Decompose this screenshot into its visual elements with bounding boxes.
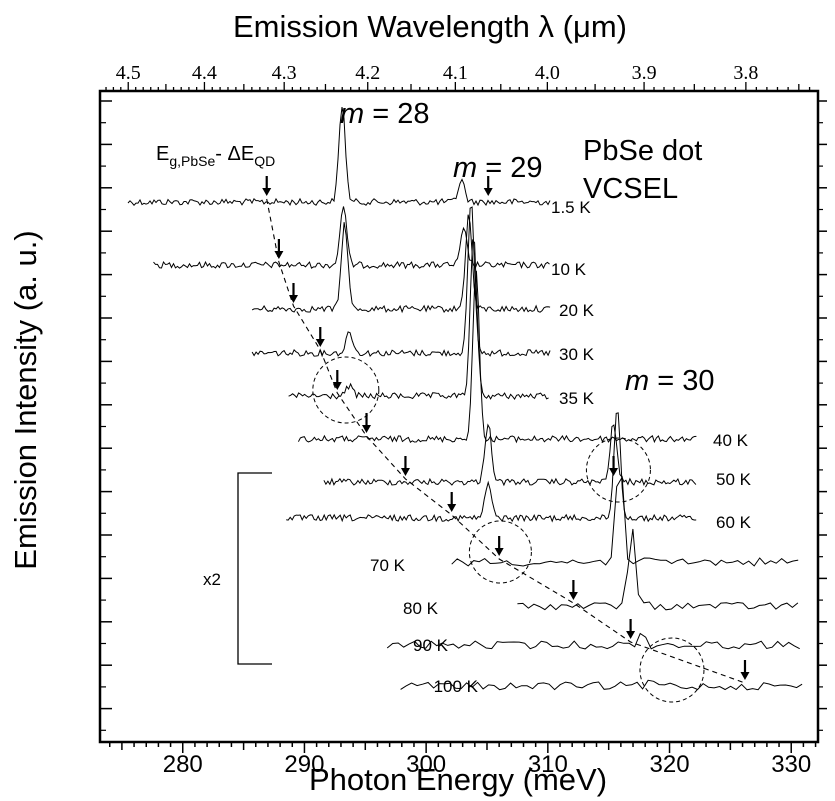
spectrum-20K (251, 214, 551, 314)
sample-label-line1: PbSe dot (583, 135, 702, 167)
mode-29-label: m = 29 (453, 152, 542, 184)
bandgap-arrow-head (288, 295, 298, 303)
series-label: 60 K (716, 513, 752, 532)
top-tick-label: 4.4 (192, 62, 217, 84)
axis-ticks (100, 82, 827, 753)
plot-frame (98, 89, 820, 744)
mode-arrow-head (609, 468, 619, 476)
series-label: 35 K (559, 389, 595, 408)
top-tick-label: 4.3 (272, 62, 297, 84)
bandgap-arrow-head (315, 339, 325, 347)
mode-30-label: m = 30 (625, 365, 714, 397)
series-label: 100 K (434, 677, 479, 696)
spectrum-30K (251, 206, 551, 358)
bandgap-arrow-head (447, 504, 457, 512)
x-axis-title: Photon Energy (meV) (309, 762, 607, 797)
x-tick-label: 290 (284, 751, 324, 778)
dashed-circle (639, 637, 705, 703)
dashed-circle (585, 437, 651, 503)
bandgap-markers (262, 176, 750, 684)
bandgap-arrow-head (332, 382, 342, 390)
spectrum-60K (286, 412, 697, 523)
series-label: 80 K (403, 599, 439, 618)
top-tick-label: 4.2 (355, 62, 380, 84)
spectrum-100K (400, 679, 803, 691)
top-tick-label: 4.5 (116, 62, 141, 84)
sample-label-line2: VCSEL (583, 173, 678, 205)
bandgap-arrow-head (274, 251, 284, 259)
dashed-circles (312, 356, 705, 703)
series-label: 90 K (413, 636, 449, 655)
spectrum-90K (386, 632, 800, 650)
scale-bracket (237, 472, 272, 665)
bandgap-arrow-head (568, 592, 578, 600)
spectrum-40K (297, 270, 697, 444)
spectrum-50K (323, 423, 697, 487)
bandgap-arrow-head (626, 631, 636, 639)
top-tick-label: 3.9 (632, 62, 657, 84)
spectrum-80K (517, 528, 799, 611)
series-label: 30 K (559, 345, 595, 364)
spectrum-15K (127, 107, 551, 207)
series-label: 10 K (551, 260, 587, 279)
x-tick-label: 300 (406, 751, 446, 778)
mode-arrow-head (483, 188, 493, 196)
bandgap-label: Eg,PbSe- ΔEQD (156, 143, 275, 169)
x-tick-label: 280 (163, 751, 203, 778)
top-tick-label: 4.1 (443, 62, 468, 84)
series-label: 40 K (713, 431, 749, 450)
series-label: 20 K (559, 301, 595, 320)
spectra-traces (127, 107, 803, 691)
dashed-circle (312, 356, 380, 424)
series-labels: 1.5 K 10 K 20 K 30 K 35 K 40 K 50 K 60 K 70 K 80 … (370, 198, 752, 696)
bandgap-arrow-head (400, 468, 410, 476)
x-tick-label: 320 (650, 751, 690, 778)
bandgap-arrow-head (740, 672, 750, 680)
dashed-circle (468, 520, 532, 584)
axis-tick-labels: 280 290 300 310 320 330 4.5 4.4 4.3 4.2 4.1 4.0 3.9 3… (116, 62, 812, 778)
series-label: 50 K (716, 470, 752, 489)
y-axis-title: Emission Intensity (a. u.) (8, 230, 43, 569)
top-axis-title: Emission Wavelength λ (μm) (233, 9, 627, 44)
bandgap-arrow-head (262, 188, 272, 196)
series-label: 1.5 K (551, 198, 591, 217)
bandgap-arrow-head (494, 548, 504, 556)
x-tick-label: 310 (528, 751, 568, 778)
series-label: 70 K (370, 556, 406, 575)
mode-28-label: m = 28 (340, 98, 429, 130)
top-tick-label: 4.0 (535, 62, 560, 84)
scale-factor-label: x2 (203, 570, 221, 589)
bandgap-guide-line (266, 198, 746, 684)
top-tick-label: 3.8 (733, 62, 758, 84)
bandgap-arrow-head (362, 425, 372, 433)
spectrum-70K (451, 475, 799, 567)
x-tick-label: 330 (771, 751, 811, 778)
spectrum-10K (153, 206, 550, 270)
spectrum-35K (288, 238, 549, 401)
